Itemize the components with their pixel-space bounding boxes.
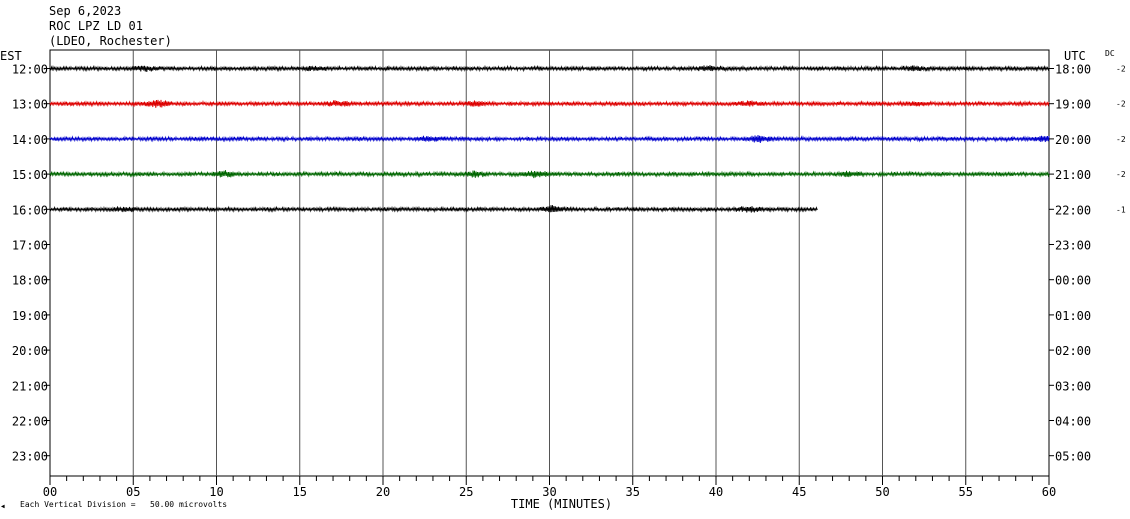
est-hour-label: 13:00 (12, 98, 48, 112)
est-hour-label: 15:00 (12, 168, 48, 182)
utc-hour-label: 19:00 (1055, 98, 1091, 112)
utc-hour-label: 21:00 (1055, 168, 1091, 182)
utc-hour-label: 22:00 (1055, 203, 1091, 217)
est-hour-label: 12:00 (12, 63, 48, 77)
header-station: ROC LPZ LD 01 (49, 19, 143, 33)
trace-1600 (49, 205, 818, 214)
x-tick-label: 55 (959, 485, 973, 499)
est-hour-label: 22:00 (12, 415, 48, 429)
est-hour-label: 16:00 (12, 203, 48, 217)
est-hour-label: 18:00 (12, 274, 48, 288)
header-date: Sep 6,2023 (49, 4, 122, 18)
x-tick-label: 25 (459, 485, 473, 499)
left-axis-title: EST (0, 49, 22, 63)
footer-mark: ◀ (1, 503, 5, 510)
est-hour-label: 19:00 (12, 309, 48, 323)
est-hour-label: 17:00 (12, 239, 48, 253)
est-hour-label: 14:00 (12, 133, 48, 147)
trace-1400 (49, 135, 1050, 144)
utc-hour-label: 02:00 (1055, 344, 1091, 358)
x-tick-label: 15 (293, 485, 307, 499)
est-hour-label: 20:00 (12, 344, 48, 358)
trace-1300 (49, 99, 1050, 108)
utc-hour-label: 20:00 (1055, 133, 1091, 147)
x-tick-label: 10 (209, 485, 223, 499)
scale-note: Each Vertical Division = 50.00 microvolt… (20, 500, 228, 509)
utc-hour-label: 23:00 (1055, 239, 1091, 253)
utc-hour-label: 03:00 (1055, 379, 1091, 393)
x-tick-label: 50 (875, 485, 889, 499)
x-tick-label: 05 (126, 485, 140, 499)
trace-1500 (49, 170, 1050, 179)
x-axis-label: TIME (MINUTES) (511, 497, 612, 511)
dc-value: -2 (1116, 65, 1126, 74)
x-tick-label: 30 (542, 485, 556, 499)
est-hour-label: 21:00 (12, 379, 48, 393)
dc-value: -1 (1116, 205, 1126, 214)
dc-label: DC (1105, 49, 1115, 58)
dc-value: -2 (1116, 170, 1126, 179)
utc-hour-label: 18:00 (1055, 63, 1091, 77)
utc-hour-label: 00:00 (1055, 274, 1091, 288)
utc-hour-label: 04:00 (1055, 415, 1091, 429)
utc-hour-label: 01:00 (1055, 309, 1091, 323)
trace-1200 (49, 64, 1050, 73)
x-tick-label: 45 (792, 485, 806, 499)
header-network: (LDEO, Rochester) (49, 34, 172, 48)
x-tick-label: 35 (626, 485, 640, 499)
dc-value: -2 (1116, 100, 1126, 109)
dc-value: -2 (1116, 135, 1126, 144)
est-hour-label: 23:00 (12, 450, 48, 464)
x-tick-label: 20 (376, 485, 390, 499)
utc-hour-label: 05:00 (1055, 450, 1091, 464)
x-tick-label: 60 (1042, 485, 1056, 499)
x-tick-label: 00 (43, 485, 57, 499)
x-tick-label: 40 (709, 485, 723, 499)
right-axis-title: UTC (1064, 49, 1086, 63)
